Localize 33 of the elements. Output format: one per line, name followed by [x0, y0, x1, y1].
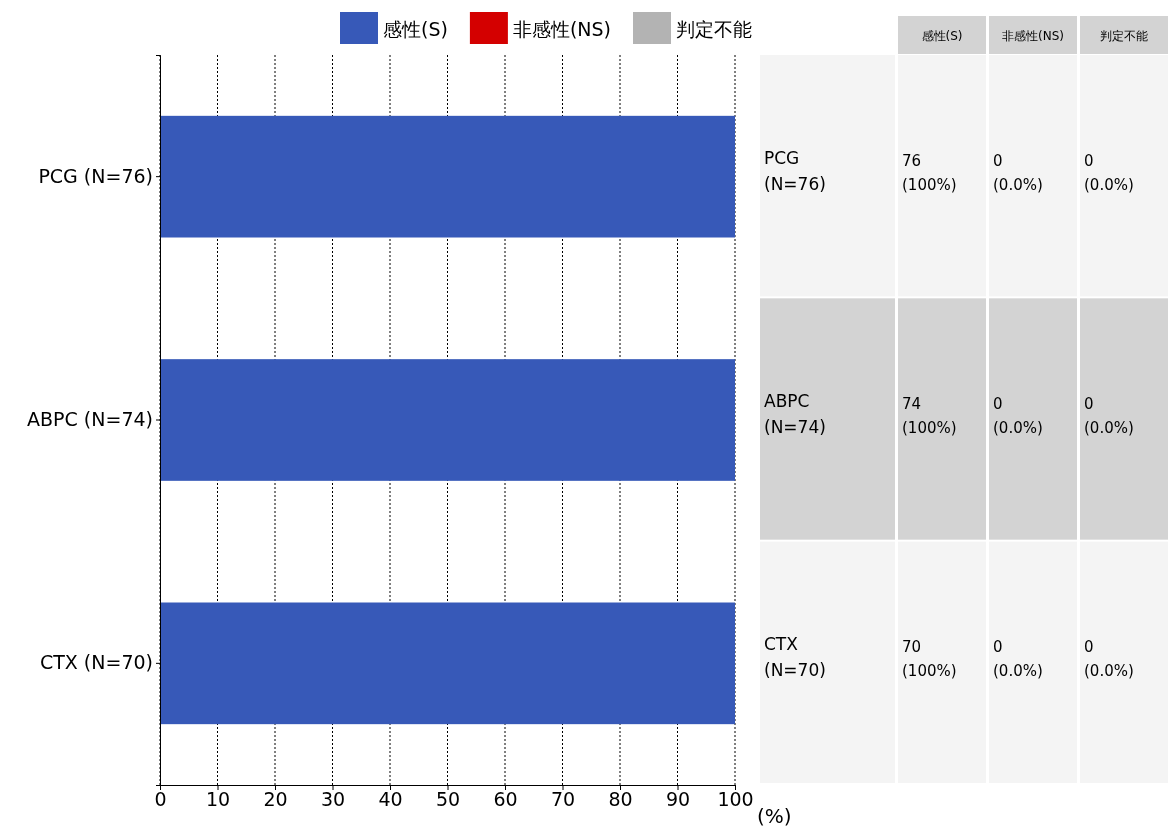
category-label: CTX (N=70) — [764, 634, 826, 681]
y-tick-label: ABPC (N=74) — [27, 408, 153, 431]
x-tick-label: 50 — [435, 788, 461, 811]
data-label: 0 (0.0%) — [993, 395, 1043, 437]
data-label: 0 (0.0%) — [1084, 395, 1134, 437]
category-label: PCG (N=76) — [764, 147, 826, 194]
data-label: 74 (100%) — [902, 395, 957, 437]
legend-label: 判定不能 — [676, 18, 752, 40]
data-label: 0 (0.0%) — [993, 151, 1043, 194]
category-label: ABPC (N=74) — [764, 391, 826, 437]
x-tick-label: 20 — [263, 788, 288, 811]
y-tick-label: CTX (N=70) — [39, 651, 153, 674]
data-label: 0 (0.0%) — [993, 638, 1043, 681]
x-tick-label: 60 — [493, 788, 518, 811]
data-label: 0 (0.0%) — [1084, 638, 1134, 681]
x-tick-label: 80 — [608, 788, 633, 811]
x-tick-label: 70 — [550, 788, 576, 811]
data-label: 70 (100%) — [902, 638, 957, 681]
x-axis-title: (%) — [757, 804, 792, 828]
x-tick-label: 40 — [378, 788, 403, 811]
data-label: 76 (100%) — [902, 151, 957, 194]
x-tick-label: 90 — [665, 788, 691, 811]
legend-label: 非感性(NS) — [512, 18, 611, 40]
text: 判定不能 — [1100, 29, 1148, 43]
data-label: 0 (0.0%) — [1084, 151, 1134, 194]
x-tick-label: 10 — [205, 788, 231, 811]
legend-label: 感性(S) — [383, 18, 448, 40]
x-tick-label: 30 — [320, 788, 346, 811]
y-tick-label: PCG (N=76) — [38, 164, 153, 187]
x-tick-label: 100 — [717, 788, 754, 811]
text: 非感性(NS) — [1002, 29, 1064, 43]
x-tick-label: 0 — [154, 788, 167, 811]
text: 感性(S) — [921, 29, 963, 43]
